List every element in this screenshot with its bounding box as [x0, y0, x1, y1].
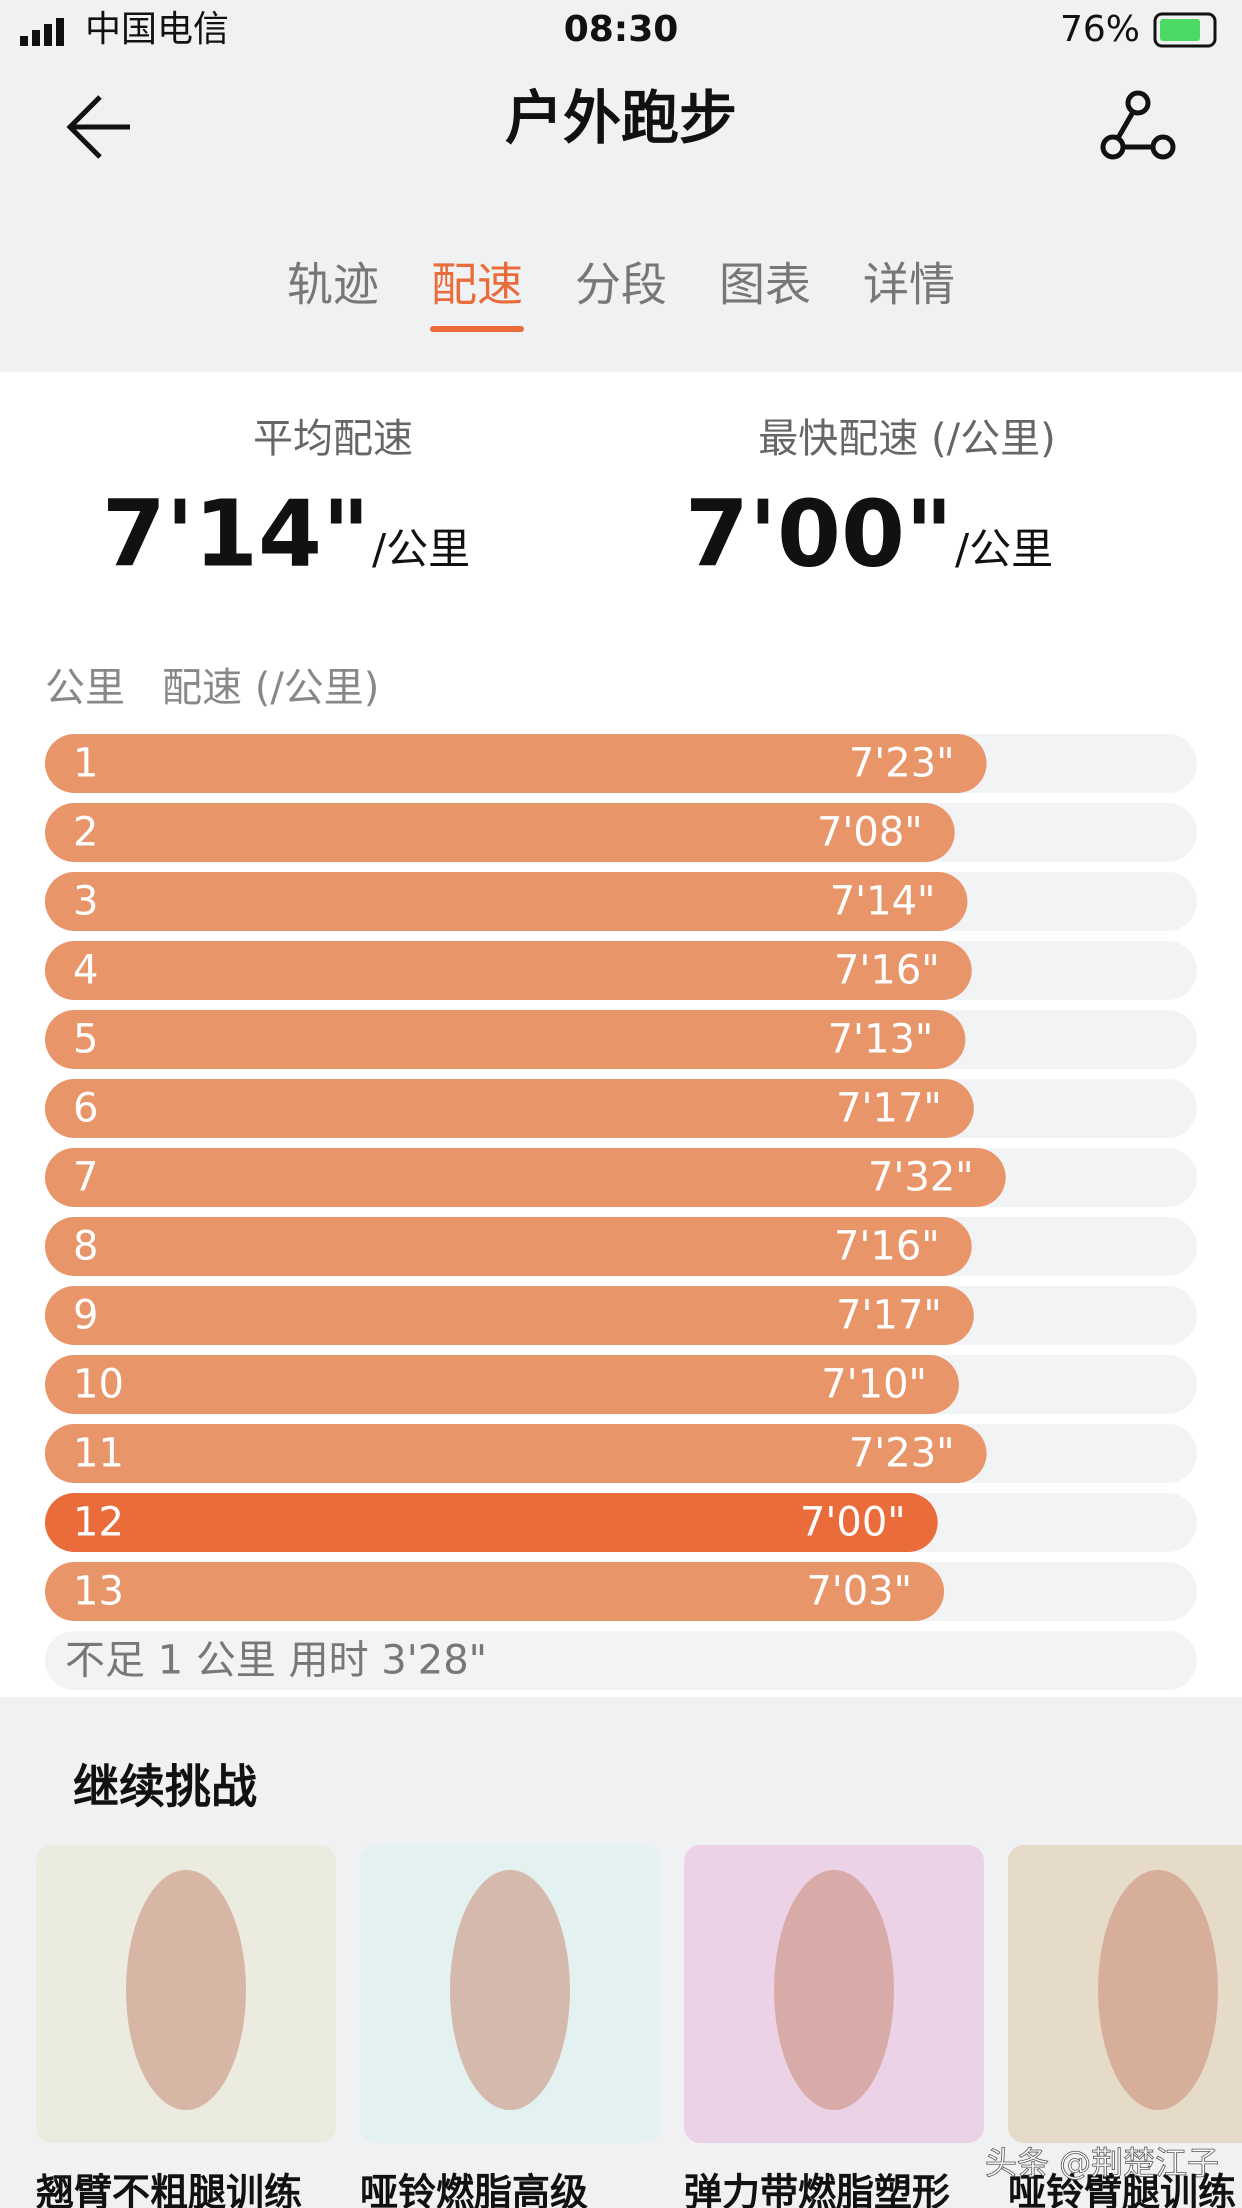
- fastest-pace-label: 最快配速 (/公里): [758, 416, 1055, 462]
- km-label: 1: [73, 741, 98, 787]
- bar: [45, 1010, 966, 1069]
- km-label: 5: [73, 1017, 98, 1063]
- fastest-pace-value: 7'00": [685, 480, 953, 587]
- card-list: 翘臂不粗腿训练 哑铃燃脂高级 弹力带燃脂塑形 哑铃臂腿训练: [36, 1845, 1242, 2208]
- bar: [45, 1217, 972, 1276]
- bar: [45, 1148, 1006, 1207]
- pace-label: 7'10": [821, 1362, 927, 1408]
- pace-chart: 1 7'23" 2 7'08" 3 7'14" 4 7'16" 5 7'13" 6 7'17" 7 7'3…: [45, 734, 1197, 1690]
- share-button[interactable]: [1100, 90, 1176, 160]
- pace-label: 7'17": [836, 1086, 942, 1132]
- back-button[interactable]: [66, 95, 130, 159]
- battery-icon: [1153, 12, 1217, 48]
- pace-label: 7'00": [800, 1500, 906, 1546]
- fastest-pace-unit: /公里: [955, 525, 1053, 574]
- km-label: 4: [73, 948, 98, 994]
- km-label: 10: [73, 1362, 124, 1408]
- clock: 08:30: [564, 9, 679, 50]
- bar: [45, 1355, 959, 1414]
- pace-label: 7'32": [868, 1155, 974, 1201]
- battery-fill: [1160, 19, 1200, 41]
- card-figure: [1098, 1870, 1218, 2110]
- bar: [45, 803, 955, 862]
- km-label: 7: [73, 1155, 98, 1201]
- battery-level: 76%: [1060, 9, 1140, 50]
- pace-label: 7'13": [828, 1017, 934, 1063]
- bar: [45, 734, 987, 793]
- km-label: 13: [73, 1569, 124, 1615]
- km-label: 9: [73, 1293, 98, 1339]
- km-label: 2: [73, 810, 98, 856]
- card-title: 翘臂不粗腿训练: [36, 2171, 302, 2208]
- km-label: 3: [73, 879, 98, 925]
- card-figure: [774, 1870, 894, 2110]
- remainder-row: [45, 1631, 1197, 1690]
- avg-pace-label: 平均配速: [253, 416, 413, 462]
- tab[interactable]: 配速: [431, 258, 523, 312]
- bar: [45, 1562, 945, 1621]
- bar: [45, 1079, 974, 1138]
- km-header: 公里: [45, 665, 125, 711]
- card-title: 弹力带燃脂塑形: [684, 2171, 950, 2208]
- avg-pace-unit: /公里: [372, 525, 470, 574]
- tab[interactable]: 轨迹: [287, 258, 379, 312]
- bar: [45, 941, 972, 1000]
- bar: [45, 1493, 938, 1552]
- card-title: 哑铃燃脂高级: [360, 2171, 588, 2208]
- avg-pace-value: 7'14": [102, 480, 370, 587]
- tab[interactable]: 详情: [863, 258, 955, 312]
- bar: [45, 872, 968, 931]
- card-figure: [126, 1870, 246, 2110]
- pace-label: 7'17": [836, 1293, 942, 1339]
- pace-label: 7'03": [806, 1569, 912, 1615]
- remainder-text: 不足 1 公里 用时 3'28": [65, 1638, 487, 1684]
- tab-bar: 轨迹 配速 分段 图表 详情: [287, 258, 955, 332]
- pace-label: 7'16": [834, 948, 940, 994]
- pace-label: 7'08": [817, 810, 923, 856]
- card-figure: [450, 1870, 570, 2110]
- pace-label: 7'23": [849, 741, 955, 787]
- pace-label: 7'23": [849, 1431, 955, 1477]
- tab[interactable]: 图表: [719, 258, 811, 312]
- km-label: 12: [73, 1500, 124, 1546]
- watermark: 头条 @荆楚江子: [985, 2144, 1219, 2182]
- tab-indicator: [430, 326, 524, 332]
- pace-label: 7'16": [834, 1224, 940, 1270]
- km-label: 6: [73, 1086, 98, 1132]
- pace-label: 7'14": [830, 879, 936, 925]
- pace-header: 配速 (/公里): [162, 665, 379, 711]
- km-label: 8: [73, 1224, 98, 1270]
- carrier: 中国电信: [85, 9, 229, 50]
- tab[interactable]: 分段: [575, 258, 667, 312]
- card-title: 哑铃臂腿训练: [1008, 2171, 1236, 2208]
- page-title: 户外跑步: [505, 84, 737, 152]
- bar: [45, 1286, 974, 1345]
- km-label: 11: [73, 1431, 124, 1477]
- bar: [45, 1424, 987, 1483]
- section-title: 继续挑战: [73, 1760, 257, 1814]
- signal-icon: [20, 18, 64, 46]
